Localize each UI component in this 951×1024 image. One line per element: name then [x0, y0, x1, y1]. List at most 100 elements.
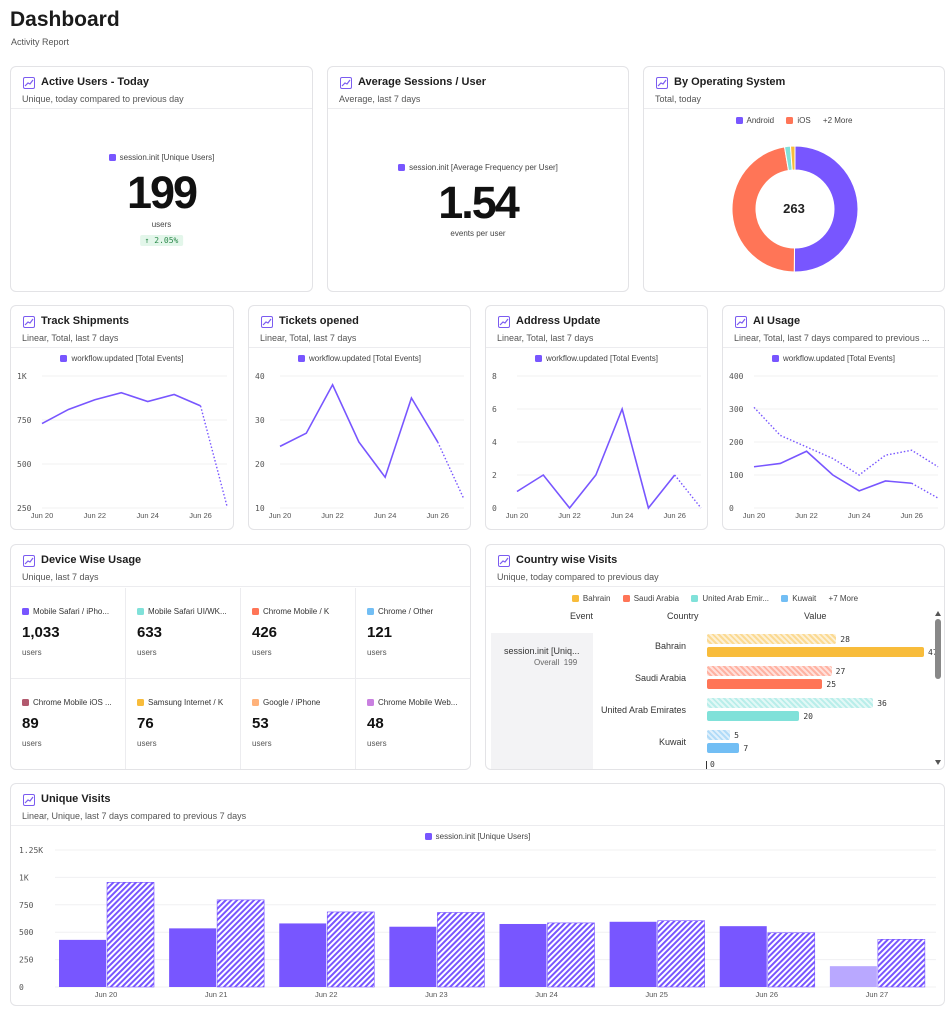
device-item[interactable]: Chrome Mobile / K 426 users: [241, 588, 356, 679]
country-bar-previous[interactable]: [707, 698, 874, 708]
y-tick-label: 200: [729, 438, 744, 447]
series-line[interactable]: [279, 383, 439, 479]
card-title[interactable]: Device Wise Usage: [41, 554, 142, 566]
device-unit: users: [137, 648, 157, 657]
active-users-card[interactable]: Active Users - Today Unique, today compa…: [10, 66, 313, 292]
device-item[interactable]: Samsung Internet / K 76 users: [126, 679, 241, 769]
country-bar-current[interactable]: [707, 743, 740, 753]
average-sessions-card[interactable]: Average Sessions / User Average, last 7 …: [327, 66, 629, 292]
legend-swatch: [137, 699, 144, 706]
card-title[interactable]: Average Sessions / User: [358, 76, 486, 88]
series-line-partial[interactable]: [437, 441, 465, 500]
device-unit: users: [252, 739, 272, 748]
legend-item[interactable]: Saudi Arabia: [622, 594, 680, 603]
comparison-series-line[interactable]: [753, 406, 939, 476]
bar-previous[interactable]: [657, 920, 705, 988]
legend-item-ios[interactable]: iOS: [786, 116, 811, 125]
bar-current[interactable]: [609, 921, 657, 987]
y-tick-label: 100: [729, 471, 744, 480]
column-header-country: Country: [667, 611, 699, 621]
chart-legend: workflow.updated [Total Events]: [486, 354, 707, 363]
legend-label: workflow.updated [Total Events]: [308, 354, 422, 363]
x-tick-label: Jun 20: [506, 511, 529, 520]
bar-value-label: 5: [734, 731, 739, 740]
bar-current[interactable]: [59, 939, 106, 987]
country-bar-previous[interactable]: [707, 666, 832, 676]
legend-swatch: [367, 699, 374, 706]
bar-current[interactable]: [169, 928, 217, 987]
card-title[interactable]: Unique Visits: [41, 793, 111, 805]
scrollbar-thumb[interactable]: [935, 619, 941, 679]
bar-current[interactable]: [829, 966, 877, 987]
track-shipments-card[interactable]: Track Shipments Linear, Total, last 7 da…: [10, 305, 234, 530]
card-title[interactable]: Country wise Visits: [516, 554, 618, 566]
series-line[interactable]: [753, 450, 912, 492]
bar-previous[interactable]: [326, 911, 375, 988]
donut-slice-ios[interactable]: [731, 146, 796, 273]
device-item[interactable]: Chrome Mobile iOS ... 89 users: [11, 679, 126, 769]
country-bar-current[interactable]: [707, 647, 924, 657]
series-line[interactable]: [41, 391, 201, 425]
bar-previous[interactable]: [767, 932, 816, 988]
scrollbar[interactable]: [932, 607, 944, 769]
legend-more[interactable]: +7 More: [828, 594, 859, 603]
card-title[interactable]: By Operating System: [674, 76, 786, 88]
device-item[interactable]: Mobile Safari UI/WK... 633 users: [126, 588, 241, 679]
address-update-card[interactable]: Address Update Linear, Total, last 7 day…: [485, 305, 708, 530]
series-line-partial[interactable]: [911, 482, 939, 499]
country-bar-current[interactable]: [707, 711, 800, 721]
card-title[interactable]: Address Update: [516, 315, 601, 327]
legend-item[interactable]: Bahrain: [571, 594, 610, 603]
bar-current[interactable]: [389, 926, 437, 987]
device-item[interactable]: Chrome Mobile Web... 48 users: [356, 679, 470, 769]
device-value: 426: [252, 624, 278, 641]
ai-usage-card[interactable]: AI Usage Linear, Total, last 7 days comp…: [722, 305, 945, 530]
legend-item-android[interactable]: Android: [735, 116, 774, 125]
chart-legend: session.init [Unique Users]: [11, 832, 944, 841]
card-title[interactable]: Active Users - Today: [41, 76, 150, 88]
device-value: 76: [137, 715, 154, 732]
bar-previous[interactable]: [437, 912, 485, 988]
legend-more[interactable]: +2 More: [822, 116, 853, 125]
bar-current[interactable]: [719, 926, 767, 987]
series-line-partial[interactable]: [199, 405, 228, 507]
y-tick-label: 250: [17, 504, 32, 513]
bar-value-label: 47: [928, 648, 938, 657]
event-overall-label: Overall: [534, 658, 560, 667]
bar-current[interactable]: [279, 923, 327, 987]
donut-slice-android[interactable]: [793, 145, 859, 273]
donut-slice-other-2[interactable]: [789, 145, 796, 171]
bar-current[interactable]: [499, 923, 547, 987]
change-badge: ↑ 2.05%: [139, 235, 184, 246]
series-line[interactable]: [516, 406, 676, 510]
country-visits-card[interactable]: Country wise Visits Unique, today compar…: [485, 544, 945, 770]
card-title[interactable]: AI Usage: [753, 315, 801, 327]
legend-label: Saudi Arabia: [633, 594, 680, 603]
tickets-opened-card[interactable]: Tickets opened Linear, Total, last 7 day…: [248, 305, 471, 530]
bar-previous[interactable]: [547, 922, 595, 988]
average-sessions-unit: events per user: [450, 229, 506, 238]
chart-legend: workflow.updated [Total Events]: [723, 354, 944, 363]
device-value: 48: [367, 715, 384, 732]
operating-system-card[interactable]: By Operating System Total, today Android…: [643, 66, 945, 292]
y-tick-label: 1K: [19, 873, 29, 882]
country-bar-previous[interactable]: [707, 634, 837, 644]
device-value: 121: [367, 624, 393, 641]
series-line-partial[interactable]: [674, 474, 702, 509]
unique-visits-card[interactable]: Unique Visits Linear, Unique, last 7 day…: [10, 783, 945, 1006]
device-item[interactable]: Chrome / Other 121 users: [356, 588, 470, 679]
bar-previous[interactable]: [216, 899, 265, 988]
card-title[interactable]: Tickets opened: [279, 315, 359, 327]
bar-previous[interactable]: [106, 882, 155, 988]
legend-item[interactable]: United Arab Emir...: [691, 594, 769, 603]
device-item[interactable]: Google / iPhone 53 users: [241, 679, 356, 769]
country-bar-previous[interactable]: [707, 730, 731, 740]
card-title[interactable]: Track Shipments: [41, 315, 130, 327]
device-usage-card[interactable]: Device Wise Usage Unique, last 7 days Mo…: [10, 544, 471, 770]
country-bar-current[interactable]: [707, 679, 823, 689]
device-item[interactable]: Mobile Safari / iPho... 1,033 users: [11, 588, 126, 679]
legend-item[interactable]: Kuwait: [781, 594, 816, 603]
bar-previous[interactable]: [877, 939, 926, 988]
x-tick-label: Jun 26: [900, 511, 923, 520]
x-tick-label: Jun 24: [535, 990, 558, 999]
